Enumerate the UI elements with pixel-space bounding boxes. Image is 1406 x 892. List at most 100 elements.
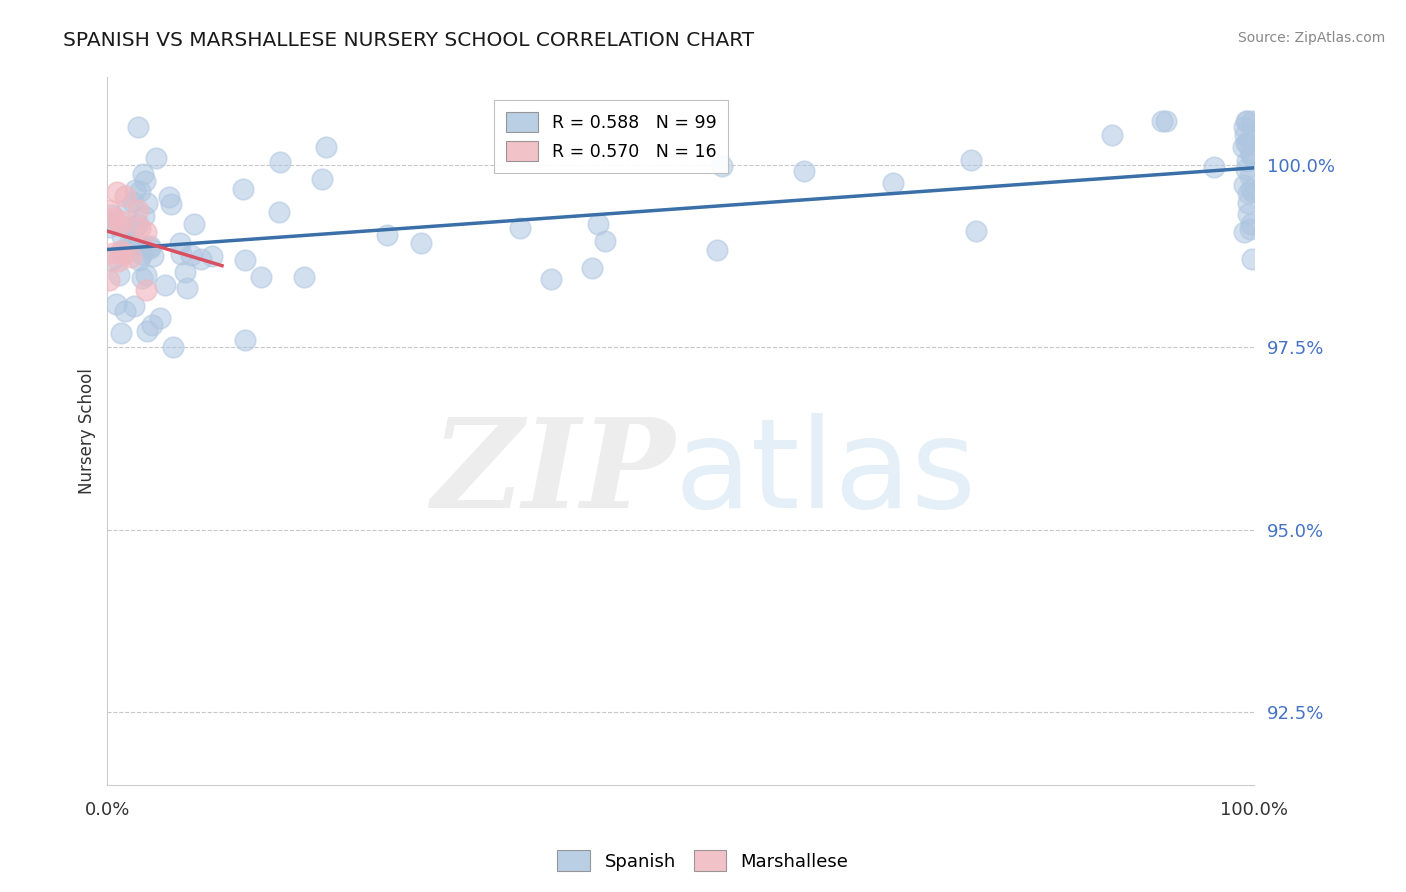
Point xyxy=(1204,161,1226,175)
Point xyxy=(581,260,603,275)
Point xyxy=(176,281,198,295)
Point xyxy=(1236,154,1258,169)
Point xyxy=(134,174,156,188)
Point xyxy=(1239,222,1261,236)
Point xyxy=(136,325,159,339)
Point xyxy=(292,270,315,285)
Point xyxy=(162,340,184,354)
Point xyxy=(201,249,224,263)
Point xyxy=(121,250,143,264)
Point xyxy=(118,236,141,251)
Point xyxy=(1152,114,1174,128)
Point xyxy=(135,283,157,297)
Point xyxy=(1233,120,1256,135)
Point xyxy=(1240,148,1263,162)
Point xyxy=(131,271,153,285)
Point xyxy=(1236,114,1258,128)
Point xyxy=(1234,162,1257,177)
Point xyxy=(98,273,121,287)
Point xyxy=(111,228,134,243)
Point xyxy=(710,159,733,173)
Point xyxy=(315,140,337,154)
Point xyxy=(104,296,127,310)
Point xyxy=(129,184,152,198)
Point xyxy=(153,277,176,292)
Point xyxy=(141,318,163,333)
Point xyxy=(131,167,153,181)
Point xyxy=(269,204,291,219)
Point xyxy=(1236,207,1258,221)
Point xyxy=(509,220,531,235)
Point xyxy=(105,186,128,200)
Point xyxy=(249,270,271,285)
Point xyxy=(233,333,256,347)
Point xyxy=(409,236,432,251)
Point xyxy=(311,171,333,186)
Point xyxy=(145,151,167,165)
Point xyxy=(180,248,202,262)
Point xyxy=(122,220,145,235)
Point xyxy=(540,272,562,286)
Point xyxy=(127,217,149,231)
Point xyxy=(107,254,129,268)
Point xyxy=(593,235,616,249)
Point xyxy=(1234,136,1257,150)
Point xyxy=(97,202,120,217)
Point xyxy=(142,249,165,263)
Legend: Spanish, Marshallese: Spanish, Marshallese xyxy=(550,843,856,879)
Point xyxy=(1241,252,1264,266)
Point xyxy=(122,299,145,313)
Point xyxy=(1101,128,1123,142)
Point xyxy=(110,214,132,228)
Point xyxy=(1233,178,1256,193)
Point xyxy=(169,235,191,250)
Point xyxy=(1154,114,1177,128)
Text: Source: ZipAtlas.com: Source: ZipAtlas.com xyxy=(1237,31,1385,45)
Point xyxy=(124,183,146,197)
Point xyxy=(127,203,149,218)
Point xyxy=(128,221,150,235)
Point xyxy=(112,246,135,260)
Point xyxy=(115,202,138,216)
Text: SPANISH VS MARSHALLESE NURSERY SCHOOL CORRELATION CHART: SPANISH VS MARSHALLESE NURSERY SCHOOL CO… xyxy=(63,31,755,50)
Legend: R = 0.588   N = 99, R = 0.570   N = 16: R = 0.588 N = 99, R = 0.570 N = 16 xyxy=(495,100,728,173)
Point xyxy=(588,217,610,231)
Point xyxy=(1233,226,1256,240)
Point xyxy=(131,247,153,261)
Point xyxy=(101,252,124,267)
Point xyxy=(1240,145,1263,160)
Point xyxy=(1239,169,1261,184)
Point xyxy=(139,241,162,255)
Point xyxy=(965,224,987,238)
Point xyxy=(136,196,159,211)
Point xyxy=(110,244,132,258)
Point xyxy=(149,311,172,326)
Point xyxy=(157,190,180,204)
Point xyxy=(114,304,136,318)
Point xyxy=(1241,114,1264,128)
Point xyxy=(1240,181,1263,195)
Point xyxy=(375,228,398,243)
Point xyxy=(706,243,728,257)
Point xyxy=(233,253,256,268)
Point xyxy=(173,264,195,278)
Point xyxy=(1237,196,1260,211)
Point xyxy=(100,208,122,222)
Point xyxy=(101,246,124,260)
Point xyxy=(793,164,815,178)
Point xyxy=(1240,217,1263,231)
Point xyxy=(1236,136,1258,150)
Point xyxy=(110,244,132,259)
Point xyxy=(1236,186,1258,200)
Point xyxy=(127,120,149,134)
Point xyxy=(183,217,205,231)
Point xyxy=(115,220,138,235)
Text: ZIP: ZIP xyxy=(432,413,675,534)
Point xyxy=(882,176,904,190)
Point xyxy=(1234,114,1257,128)
Point xyxy=(107,268,129,282)
Point xyxy=(121,238,143,252)
Point xyxy=(110,326,132,340)
Point xyxy=(128,253,150,268)
Point xyxy=(132,210,155,224)
